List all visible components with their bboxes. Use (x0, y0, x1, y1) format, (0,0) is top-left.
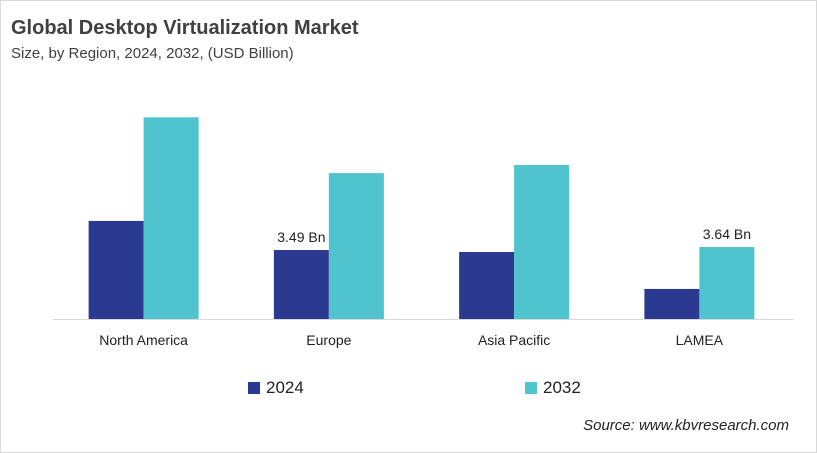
legend-swatch-2024 (248, 382, 260, 394)
data-label: 3.49 Bn (277, 229, 325, 245)
x-tick-label: Europe (306, 332, 351, 348)
legend-label-2032: 2032 (543, 378, 581, 397)
x-tick-label: LAMEA (676, 332, 724, 348)
legend-item-2024: 2024 (248, 378, 304, 398)
bar-2024-lamea (644, 288, 700, 319)
source-note: Source: www.kbvresearch.com (583, 417, 789, 434)
bar-2032-asia-pacific (514, 164, 570, 319)
data-label: 3.64 Bn (703, 226, 751, 242)
legend-swatch-2032 (525, 382, 537, 394)
bar-2032-europe (328, 173, 384, 319)
bar-2024-north-america (88, 220, 144, 319)
legend-label-2024: 2024 (266, 378, 304, 397)
bar-2024-asia-pacific (459, 251, 515, 319)
x-tick-label: Asia Pacific (478, 332, 550, 348)
legend-item-2032: 2032 (525, 378, 581, 398)
x-tick-label: North America (99, 332, 188, 348)
bar-2032-north-america (143, 117, 199, 320)
chart-title: Global Desktop Virtualization Market (11, 17, 359, 39)
bar-2024-europe (273, 249, 329, 319)
chart-subtitle: Size, by Region, 2024, 2032, (USD Billio… (11, 45, 294, 62)
bar-2032-lamea (699, 247, 755, 319)
